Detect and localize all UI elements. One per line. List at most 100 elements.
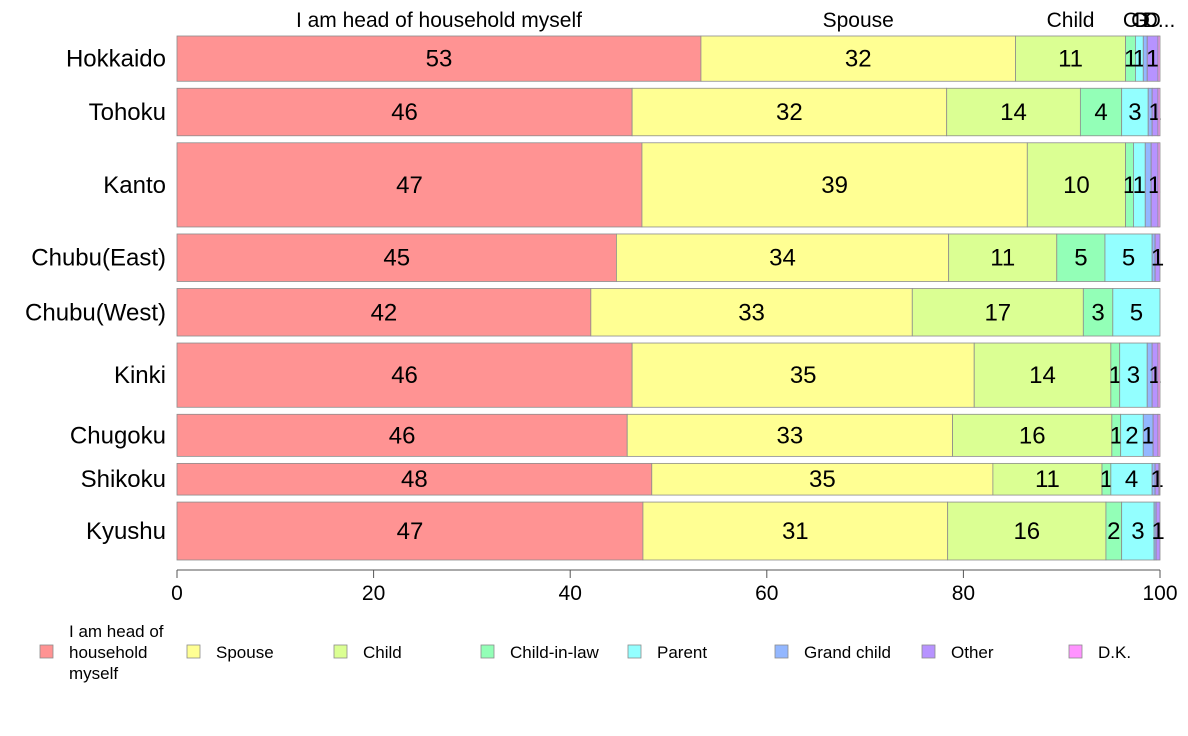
bar-chugoku-other [1152,413,1159,457]
top-label-other: O [1144,9,1160,32]
data-label-kanto-child: 10 [1063,172,1090,199]
data-label-tohoku-parent: 3 [1128,99,1141,126]
top-label-child: Child [1047,9,1095,32]
bar-kinki-i-am-head-of-household-myself [176,342,633,408]
data-label-tohoku-i-am-head-of-household-myself: 46 [391,99,418,126]
data-label-kinki-i-am-head-of-household-myself: 46 [391,362,418,389]
x-tick-label-40: 40 [559,582,582,605]
data-label-tohoku-child-in-law: 4 [1094,99,1107,126]
bar-kinki-d-k [1157,342,1161,408]
data-label-shikoku-other: 1 [1150,466,1163,493]
data-label-hokkaido-spouse: 32 [845,46,872,73]
data-label-chubu-east-child: 11 [990,245,1015,272]
bar-chugoku-child [952,413,1113,457]
bar-chubu-east-child [948,233,1058,282]
data-label-chubu-east-other: 1 [1151,245,1164,272]
bar-tohoku-spouse [631,87,948,137]
data-label-chubu-west-child-in-law: 3 [1091,299,1104,326]
top-label-child-in-law: C [1123,9,1138,32]
bar-chubu-west-child-in-law [1082,288,1114,337]
data-label-hokkaido-i-am-head-of-household-myself: 53 [426,46,453,73]
data-label-chugoku-grand-child: 1 [1142,422,1155,449]
bar-chubu-east-i-am-head-of-household-myself [176,233,617,282]
data-label-kyushu-parent: 3 [1131,518,1144,545]
data-label-kanto-spouse: 39 [821,172,848,199]
data-label-chubu-west-parent: 5 [1130,299,1143,326]
top-label-i-am-head-of-household-myself: I am head of household myself [296,9,582,32]
bar-tohoku-child-in-law [1079,87,1123,137]
legend-swatch-d-k [1068,644,1083,659]
category-label-kanto: Kanto [103,172,166,199]
bar-kanto-spouse [641,142,1028,228]
data-label-shikoku-parent: 4 [1125,466,1138,493]
top-label-grand-child: D. [1135,9,1156,32]
bar-kyushu-other [1155,501,1161,561]
category-labels: Hokkaido Tohoku Kanto Chubu(East) Chubu(West… [25,46,166,545]
data-label-hokkaido-parent: 1 [1133,46,1146,73]
bar-chubu-east-other [1154,233,1161,282]
data-label-hokkaido-child-in-law: 1 [1124,46,1137,73]
bar-kinki-parent [1119,342,1148,408]
category-label-chubu-east: Chubu(East) [31,245,166,272]
bar-chugoku-d-k [1157,413,1161,457]
bar-kanto-child [1026,142,1126,228]
legend-swatch-parent [627,644,642,659]
data-label-kanto-i-am-head-of-household-myself: 47 [396,172,423,199]
category-label-shikoku: Shikoku [81,466,166,493]
data-label-kyushu-child: 16 [1013,518,1040,545]
data-label-shikoku-i-am-head-of-household-myself: 48 [401,466,428,493]
top-series-labels: I am head of household myself Spouse Child… [296,9,1175,32]
legend-swatch-other [921,644,936,659]
x-tick-label-80: 80 [952,582,975,605]
legend-label-grand-child: Grand child [804,643,891,662]
data-label-chubu-west-child: 17 [984,299,1011,326]
data-label-chubu-east-spouse: 34 [769,245,796,272]
data-label-hokkaido-child: 11 [1058,46,1083,73]
data-label-chugoku-parent: 2 [1125,422,1138,449]
data-label-kinki-spouse: 35 [790,362,817,389]
x-tick-label-20: 20 [362,582,385,605]
bar-kinki-spouse [631,342,975,408]
x-axis: 0 20 40 60 80 100 [171,569,1178,605]
data-label-kinki-child: 14 [1029,362,1056,389]
legend-label-child: Child [363,643,402,662]
data-label-shikoku-spouse: 35 [809,466,836,493]
bar-kyushu-spouse [642,501,949,561]
bar-hokkaido-d-k [1157,35,1161,82]
data-label-chubu-east-parent: 5 [1122,245,1135,272]
data-label-kanto-child-in-law: 1 [1123,172,1136,199]
category-label-kyushu: Kyushu [86,518,166,545]
bar-hokkaido-spouse [700,35,1016,82]
data-label-hokkaido-other: 1 [1146,46,1159,73]
data-label-chubu-west-i-am-head-of-household-myself: 42 [371,299,398,326]
bar-tohoku-child [946,87,1081,137]
data-label-chugoku-spouse: 33 [777,422,804,449]
data-label-kyushu-spouse: 31 [782,518,809,545]
bar-chubu-west-spouse [590,288,913,337]
bar-kyushu-parent [1121,501,1155,561]
bar-shikoku-parent [1110,462,1153,496]
category-label-hokkaido: Hokkaido [66,46,166,73]
bar-kinki-child [973,342,1112,408]
category-label-chubu-west: Chubu(West) [25,299,166,326]
category-label-kinki: Kinki [114,362,166,389]
bar-chubu-west-child [911,288,1084,337]
bar-chubu-east-spouse [616,233,950,282]
data-label-chugoku-child: 16 [1019,422,1046,449]
data-label-chubu-east-i-am-head-of-household-myself: 45 [383,245,410,272]
bar-chubu-west-i-am-head-of-household-myself [176,288,592,337]
bar-shikoku-d-k [1158,462,1161,496]
data-label-kanto-parent: 1 [1133,172,1146,199]
category-label-tohoku: Tohoku [89,99,166,126]
legend-swatch-child [333,644,348,659]
bar-chugoku-i-am-head-of-household-myself [176,413,628,457]
data-label-chugoku-i-am-head-of-household-myself: 46 [389,422,416,449]
data-label-shikoku-child-in-law: 1 [1100,466,1113,493]
top-label-spouse: Spouse [823,9,894,32]
bar-chugoku-spouse [626,413,953,457]
bar-chubu-west-parent [1112,288,1161,337]
x-tick-label-0: 0 [171,582,183,605]
category-label-chugoku: Chugoku [70,422,166,449]
data-label-kyushu-other: 1 [1151,518,1164,545]
